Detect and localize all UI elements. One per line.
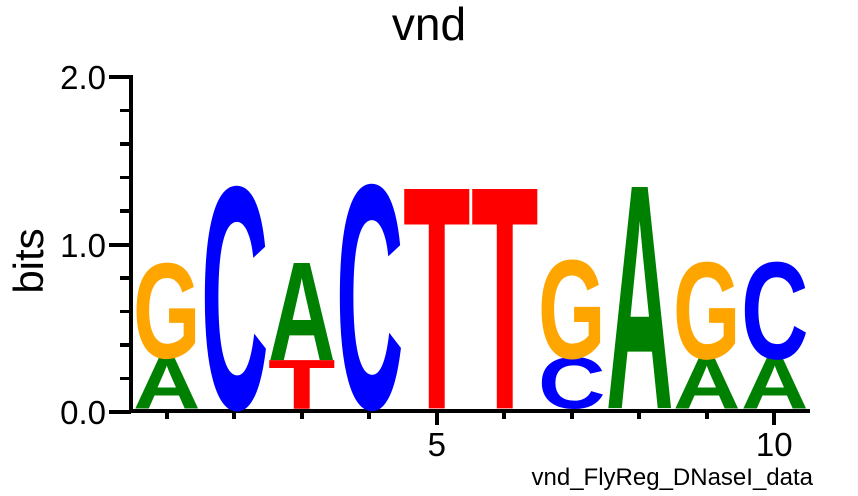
x-minor-tick: [164, 412, 169, 419]
y-major-tick: [109, 75, 131, 79]
y-minor-tick: [119, 142, 131, 146]
svg-text:G: G: [673, 232, 740, 388]
svg-text:C: C: [336, 119, 404, 477]
y-axis-line: [128, 75, 133, 413]
svg-text:C: C: [201, 119, 269, 476]
svg-text:C: C: [538, 342, 606, 424]
svg-text:G: G: [538, 231, 605, 389]
x-minor-tick: [232, 412, 237, 419]
logo-letter-A-pos9: A: [673, 342, 741, 424]
logo-letter-G-pos9: G: [673, 232, 740, 388]
dataset-note: vnd_FlyReg_DNaseI_data: [531, 464, 814, 491]
logo-letter-G-pos1: G: [133, 237, 200, 389]
svg-text:A: A: [268, 234, 336, 391]
logo-letter-C-pos2: C: [201, 119, 269, 476]
logo-letter-C-pos4: C: [336, 119, 404, 477]
x-minor-tick: [502, 412, 507, 419]
logo-letter-T-pos5: T: [403, 120, 470, 477]
x-tick-label: 10: [755, 426, 793, 463]
svg-text:T: T: [268, 345, 335, 424]
y-tick-label: 2.0: [60, 59, 106, 96]
svg-text:A: A: [606, 119, 674, 477]
logo-letter-T-pos6: T: [471, 120, 538, 477]
svg-text:A: A: [133, 342, 201, 424]
y-minor-tick: [119, 276, 131, 280]
x-major-tick: [772, 412, 777, 425]
y-tick-label: 1.0: [60, 226, 106, 264]
svg-text:A: A: [673, 342, 741, 424]
x-axis-line: [128, 408, 810, 413]
logo-letter-T-pos3: T: [268, 345, 335, 424]
logo-letter-A-pos10: A: [741, 342, 809, 424]
logo-letter-A-pos1: A: [133, 342, 201, 424]
x-minor-tick: [569, 412, 574, 419]
y-tick-label: 0.0: [60, 394, 106, 431]
figure-title: vnd: [391, 0, 467, 50]
svg-text:T: T: [403, 120, 470, 477]
y-minor-tick: [119, 209, 131, 213]
x-minor-tick: [367, 412, 372, 419]
x-tick-label: 5: [427, 426, 446, 463]
x-minor-tick: [704, 412, 709, 419]
logo-letter-C-pos7: C: [538, 342, 606, 424]
y-major-tick: [109, 410, 131, 414]
x-major-tick: [434, 412, 439, 425]
x-minor-tick: [637, 412, 642, 419]
y-minor-tick: [119, 175, 131, 180]
svg-text:G: G: [133, 237, 200, 389]
logo-letter-C-pos10: C: [741, 234, 809, 389]
svg-text:T: T: [471, 120, 538, 477]
logo-letter-A-pos8: A: [606, 119, 674, 477]
y-minor-tick: [119, 309, 131, 314]
y-minor-tick: [119, 343, 131, 347]
logo-letter-A-pos3: A: [268, 234, 336, 391]
svg-text:A: A: [741, 342, 809, 424]
x-minor-tick: [299, 412, 304, 419]
y-minor-tick: [119, 108, 131, 113]
logo-letter-G-pos7: G: [538, 231, 605, 389]
y-major-tick: [109, 242, 131, 247]
svg-text:C: C: [741, 234, 809, 389]
y-minor-tick: [119, 376, 131, 381]
